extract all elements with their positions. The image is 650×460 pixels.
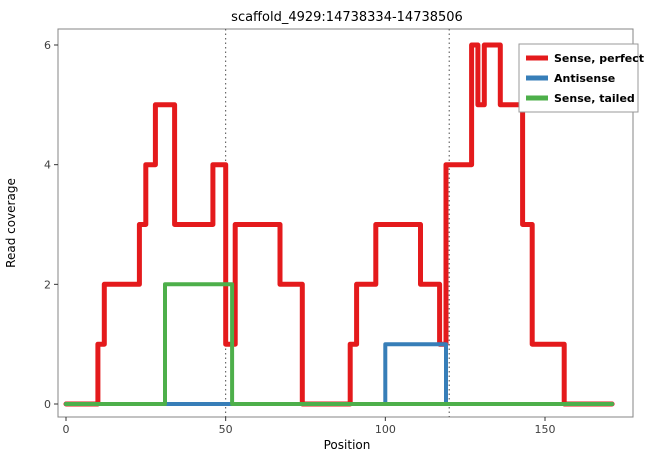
y-axis-label: Read coverage	[4, 178, 18, 268]
legend-label-sense-tailed: Sense, tailed	[554, 92, 635, 105]
series-lines	[63, 42, 615, 407]
legend-label-antisense: Antisense	[554, 72, 615, 85]
y-tick-label-4: 4	[44, 159, 51, 172]
axes: 0 50 100 150 0 2 4 6	[44, 39, 556, 436]
y-tick-label-2: 2	[44, 278, 51, 291]
legend: Sense, perfect Antisense Sense, tailed	[518, 43, 644, 113]
x-tick-label-50: 50	[219, 423, 233, 436]
y-tick-label-6: 6	[44, 39, 51, 52]
chart-title: scaffold_4929:14738334-14738506	[231, 10, 463, 25]
y-tick-label-0: 0	[44, 398, 51, 411]
legend-label-sense-perfect: Sense, perfect	[554, 52, 644, 65]
series-line-sense-tailed	[64, 282, 615, 406]
series-line-sense-perfect	[63, 42, 615, 407]
x-tick-label-150: 150	[535, 423, 556, 436]
x-tick-label-100: 100	[375, 423, 396, 436]
x-tick-label-0: 0	[63, 423, 70, 436]
x-axis-label: Position	[324, 438, 371, 452]
